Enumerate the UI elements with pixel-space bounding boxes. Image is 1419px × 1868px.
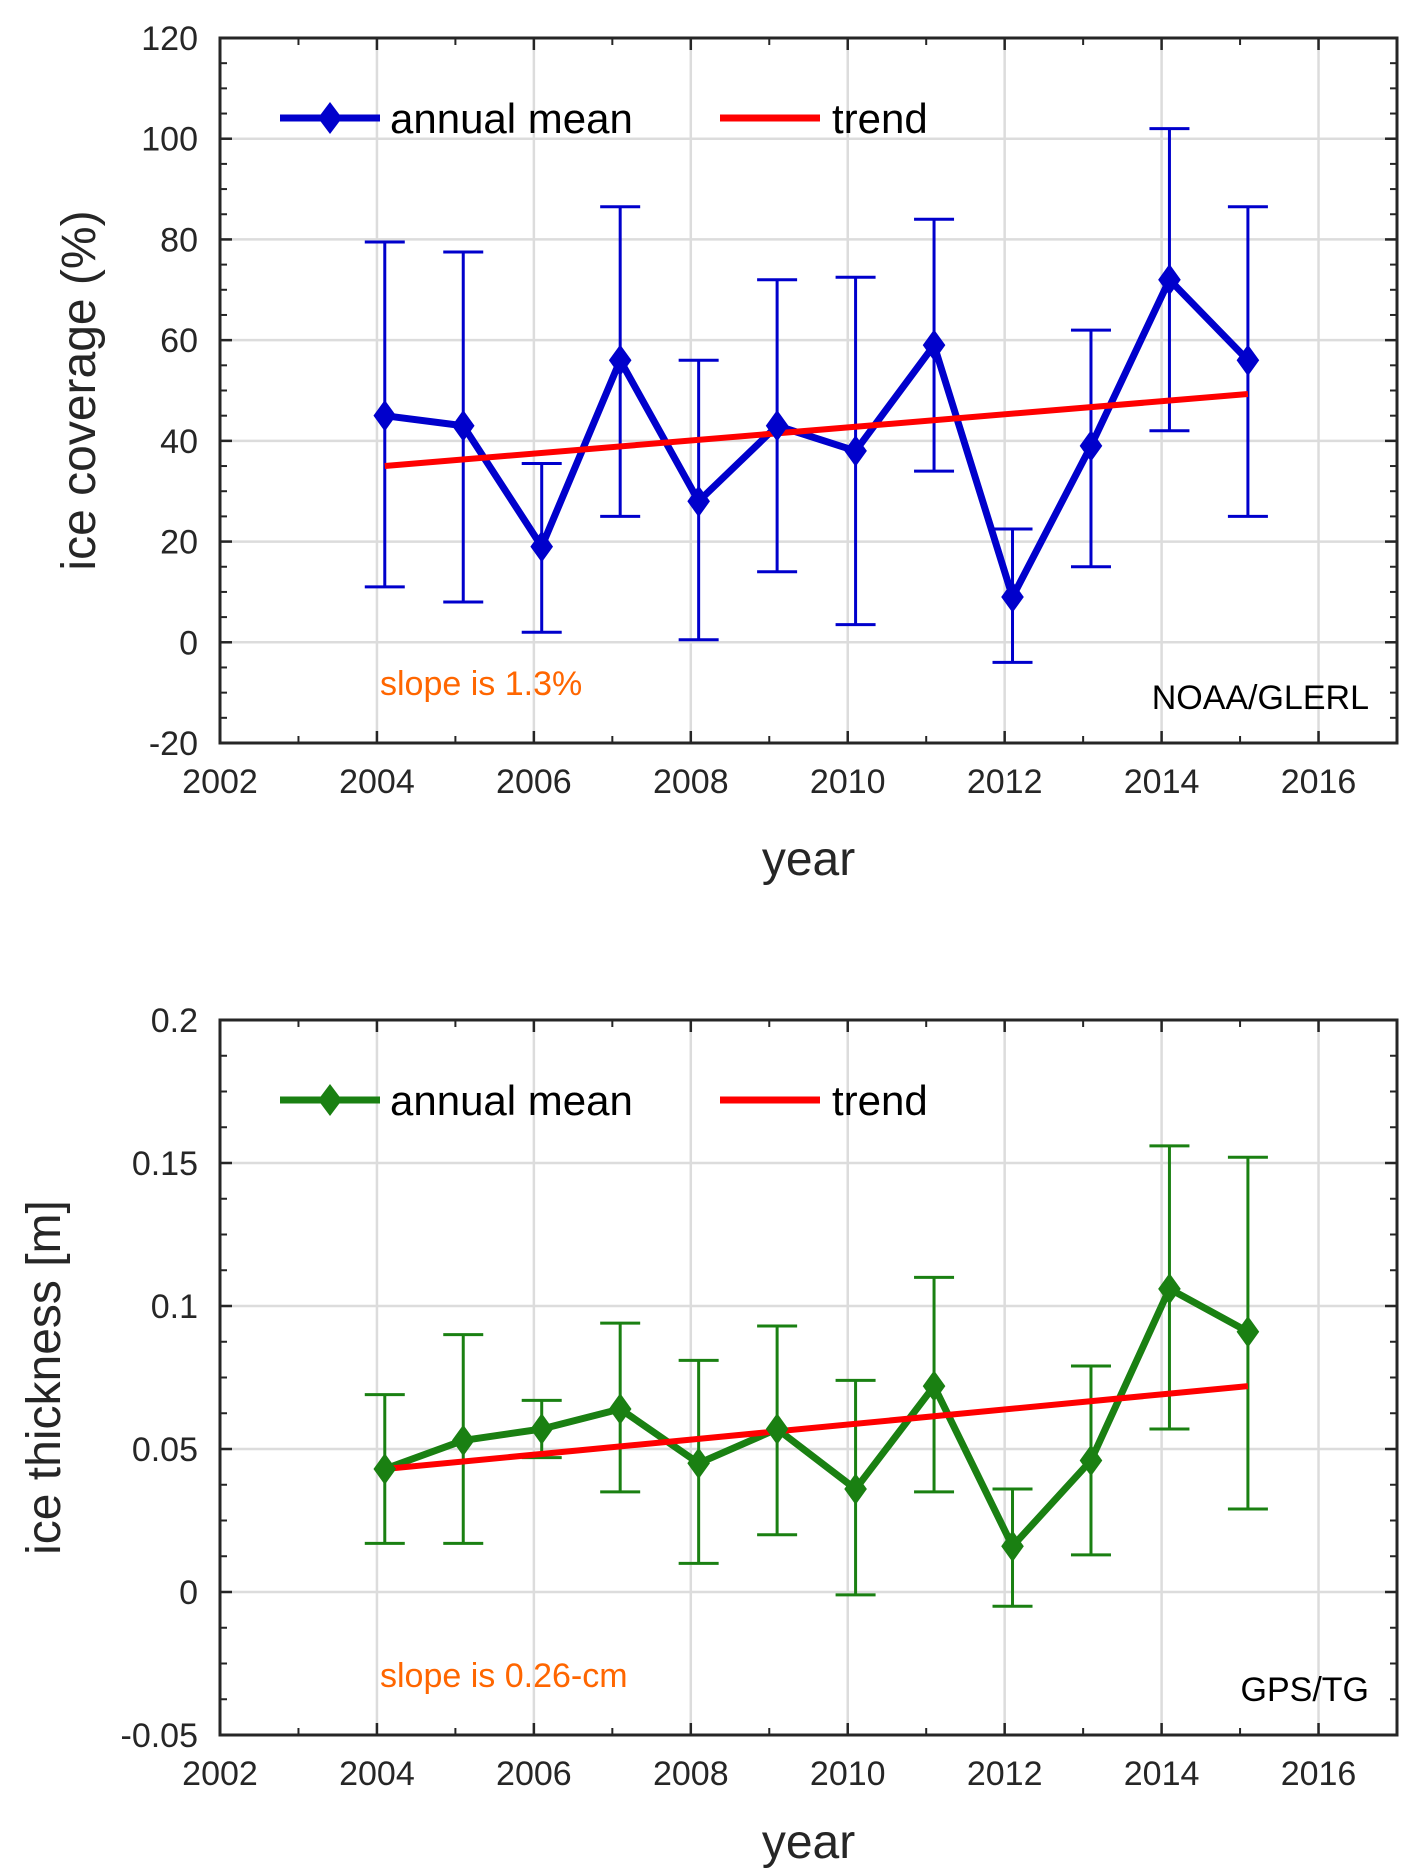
annual-mean-line	[383, 1285, 1250, 1550]
slope-annotation: slope is 1.3%	[380, 665, 582, 703]
trend-line	[384, 1383, 1249, 1473]
data-point-marker	[608, 344, 632, 376]
legend-label-trend: trend	[832, 95, 928, 142]
y-axis-title: ice coverage (%)	[53, 210, 106, 570]
markers	[373, 1273, 1260, 1562]
grid	[218, 36, 1397, 745]
data-point-marker	[687, 1447, 710, 1480]
y-tick-label: 40	[160, 423, 198, 461]
data-point-marker	[1001, 581, 1024, 613]
x-tick-label: 2002	[182, 763, 258, 801]
data-point-marker	[1001, 1530, 1024, 1562]
legend-label-annual-mean: annual mean	[390, 1077, 633, 1124]
y-tick-label: 0.15	[132, 1145, 198, 1183]
data-point-marker	[608, 1393, 632, 1425]
x-tick-label: 2008	[653, 763, 729, 801]
annual-mean-line	[384, 276, 1251, 601]
slope-annotation: slope is 0.26-cm	[380, 1657, 628, 1695]
error-bars	[364, 127, 1268, 664]
data-point-marker	[373, 1453, 397, 1485]
data-point-marker	[530, 530, 554, 563]
chart-1: 2002 2004 2006 2008 2010 2012 2014 2016 -20 0 20 40…	[53, 20, 1399, 886]
ticks: 2002 2004 2006 2008 2010 2012 2014 2016 -0.05 0 0.…	[121, 1002, 1397, 1793]
grid	[218, 1018, 1397, 1737]
x-axis-title: year	[762, 833, 855, 886]
x-tick-label: 2002	[182, 1755, 258, 1793]
x-tick-label: 2008	[653, 1755, 729, 1793]
data-point-marker	[1158, 264, 1181, 296]
x-tick-label: 2006	[496, 1755, 572, 1793]
ticks: 2002 2004 2006 2008 2010 2012 2014 2016 -20 0 20 40…	[141, 20, 1397, 801]
legend-diamond-icon	[318, 102, 342, 134]
x-tick-label: 2012	[967, 763, 1043, 801]
markers	[373, 264, 1260, 613]
x-tick-label: 2012	[967, 1755, 1043, 1793]
y-tick-label: 80	[160, 221, 198, 259]
y-tick-label: 120	[141, 20, 198, 58]
y-tick-label: 20	[160, 524, 198, 562]
x-tick-label: 2010	[810, 1755, 886, 1793]
data-point-marker	[373, 399, 397, 432]
data-point-marker	[844, 435, 867, 467]
plot-frame	[218, 1018, 1399, 1737]
data-point-marker	[687, 485, 710, 517]
data-point-marker	[765, 1413, 789, 1445]
data-point-marker	[1079, 430, 1103, 462]
y-tick-label: -20	[149, 725, 198, 763]
data-point-marker	[451, 410, 475, 442]
x-tick-label: 2014	[1124, 1755, 1200, 1793]
x-tick-label: 2004	[339, 763, 415, 801]
data-point-marker	[922, 1370, 946, 1402]
data-point-marker	[1236, 1316, 1260, 1348]
legend: annual mean trend	[280, 1077, 928, 1124]
data-point-marker	[1158, 1273, 1181, 1305]
data-point-marker	[451, 1424, 475, 1457]
data-point-marker	[1079, 1444, 1103, 1477]
legend-label-annual-mean: annual mean	[390, 95, 633, 142]
x-tick-label: 2014	[1124, 763, 1200, 801]
y-tick-label: 0	[179, 1574, 198, 1612]
y-tick-label: 100	[141, 121, 198, 159]
source-label: NOAA/GLERL	[1152, 679, 1369, 717]
y-axis-title: ice thickness [m]	[18, 1200, 71, 1555]
chart-2: 2002 2004 2006 2008 2010 2012 2014 2016 -0.05 0 0.…	[18, 1002, 1399, 1868]
y-tick-label: -0.05	[121, 1717, 199, 1755]
legend-label-trend: trend	[832, 1077, 928, 1124]
x-tick-label: 2004	[339, 1755, 415, 1793]
data-point-marker	[1236, 344, 1260, 376]
y-tick-label: 0	[179, 624, 198, 662]
data-point-marker	[922, 329, 946, 361]
data-point-marker	[530, 1413, 554, 1445]
x-tick-label: 2010	[810, 763, 886, 801]
y-tick-label: 0.1	[151, 1288, 198, 1326]
x-tick-label: 2016	[1281, 763, 1357, 801]
y-tick-label: 60	[160, 322, 198, 360]
x-tick-label: 2006	[496, 763, 572, 801]
plot-frame	[218, 36, 1399, 745]
data-point-marker	[844, 1473, 867, 1505]
x-axis-title: year	[762, 1816, 855, 1868]
legend-diamond-icon	[318, 1084, 342, 1116]
legend: annual mean trend	[280, 95, 928, 142]
trend-line	[384, 391, 1249, 470]
x-tick-label: 2016	[1281, 1755, 1357, 1793]
source-label: GPS/TG	[1241, 1671, 1369, 1709]
y-tick-label: 0.2	[151, 1002, 198, 1040]
y-tick-label: 0.05	[132, 1431, 198, 1469]
data-point-marker	[765, 410, 789, 442]
